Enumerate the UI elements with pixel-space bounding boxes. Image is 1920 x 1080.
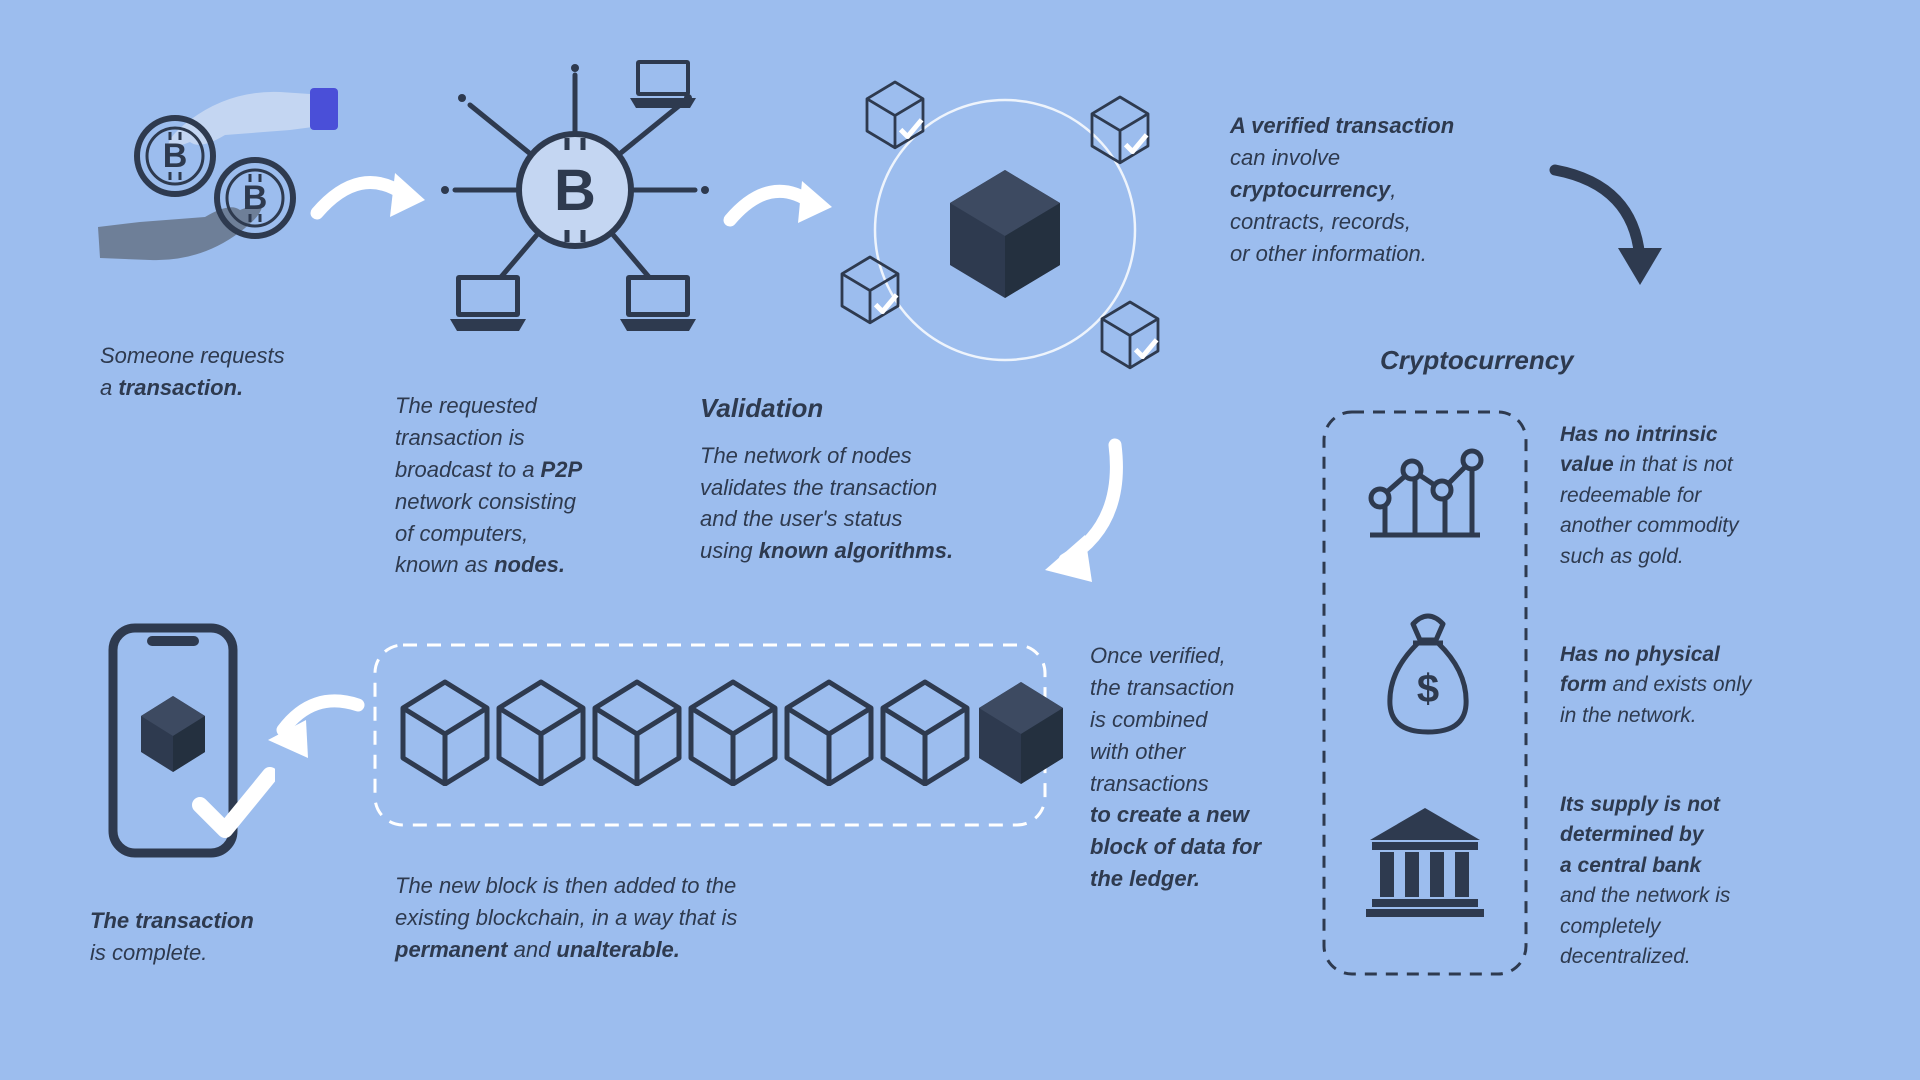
chain-cubes	[400, 670, 1066, 786]
chain-cube-outline	[400, 670, 490, 786]
step1-text: Someone requests a transaction.	[100, 340, 285, 404]
p2p-network-icon: B	[420, 50, 730, 340]
chain-cube-outline	[688, 670, 778, 786]
crypto2-text: Has no physical form and exists only in …	[1560, 640, 1751, 731]
validation-cubes-icon	[810, 55, 1190, 385]
step4-text: A verified transaction can involve crypt…	[1230, 110, 1454, 269]
crypto3-text: Its supply is not determined by a centra…	[1560, 790, 1730, 973]
validation-heading: Validation	[700, 390, 953, 428]
step5-text: Once verified, the transaction is combin…	[1090, 640, 1261, 895]
step3-text: Validation The network of nodes validate…	[700, 390, 953, 567]
arrow-6-icon	[258, 680, 373, 775]
arrow-1-icon	[305, 155, 435, 245]
arrow-5-icon	[1020, 430, 1150, 600]
step2-text: The requested transaction is broadcast t…	[395, 390, 582, 581]
svg-text:B: B	[163, 137, 188, 175]
chain-cube-filled	[976, 670, 1066, 786]
arrow-4-icon	[1540, 150, 1680, 300]
svg-text:B: B	[243, 179, 268, 217]
chain-cube-outline	[592, 670, 682, 786]
money-bag-icon: $	[1378, 610, 1478, 740]
crypto-heading: Cryptocurrency	[1380, 345, 1574, 376]
chain-cube-outline	[784, 670, 874, 786]
phone-complete-icon	[95, 620, 275, 880]
bank-icon	[1360, 800, 1490, 920]
svg-text:B: B	[554, 158, 596, 223]
step6-text: The new block is then added to the exist…	[395, 870, 737, 966]
chain-cube-outline	[880, 670, 970, 786]
chain-cube-outline	[496, 670, 586, 786]
chart-icon	[1360, 440, 1490, 550]
step7-text: The transaction is complete.	[90, 905, 254, 969]
crypto1-text: Has no intrinsic value in that is not re…	[1560, 420, 1739, 572]
svg-text:$: $	[1417, 667, 1439, 711]
